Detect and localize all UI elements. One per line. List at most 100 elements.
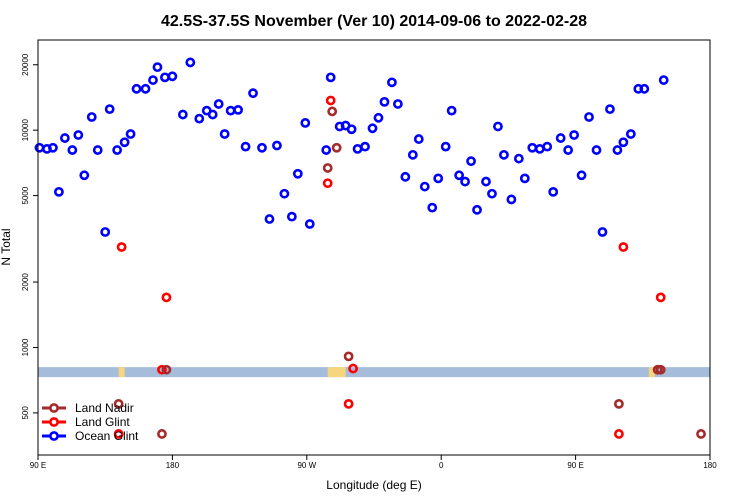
- ocean-glint-point: [487, 188, 497, 199]
- land-glint-point: [618, 242, 629, 252]
- ocean-glint-point: [219, 129, 230, 139]
- ocean-glint-point: [48, 142, 58, 153]
- land-nadir-point: [327, 106, 338, 117]
- ocean-glint-point: [555, 133, 566, 143]
- ocean-glint-point: [400, 171, 411, 182]
- y-axis-label: N Total: [0, 228, 13, 265]
- y-tick-label: 500: [21, 406, 30, 420]
- land-glint-point: [325, 95, 336, 106]
- ocean-glint-point: [325, 72, 336, 83]
- ocean-glint-point: [542, 141, 553, 152]
- land-glint-point: [322, 178, 333, 189]
- legend-label-ocean-glint: Ocean Glint: [75, 429, 139, 443]
- band-highlight: [327, 367, 346, 378]
- x-tick-label: 180: [703, 461, 717, 470]
- ocean-glint-point: [466, 156, 476, 167]
- ocean-glint-point: [446, 105, 457, 116]
- land-nadir-point: [655, 364, 666, 375]
- ocean-glint-point: [440, 141, 451, 152]
- ocean-glint-point: [79, 170, 90, 181]
- ocean-glint-point: [225, 105, 236, 116]
- ocean-glint-point: [104, 104, 115, 115]
- x-tick-label: 90 E: [30, 461, 46, 470]
- land-glint-point: [113, 429, 124, 439]
- land-glint-point: [157, 364, 167, 375]
- ocean-glint-point: [272, 140, 282, 151]
- y-tick-label: 5000: [21, 186, 30, 204]
- land-nadir-point: [157, 429, 167, 439]
- ocean-glint-point: [279, 188, 290, 199]
- ocean-glint-point: [499, 149, 509, 160]
- ocean-glint-point: [119, 137, 130, 148]
- ocean-glint-point: [513, 153, 524, 164]
- ocean-glint-point: [597, 227, 608, 237]
- ocean-glint-point: [152, 62, 163, 73]
- ocean-glint-point: [379, 96, 390, 107]
- y-tick-label: 20000: [21, 53, 30, 76]
- ocean-glint-point: [86, 112, 97, 122]
- ocean-glint-point: [125, 129, 136, 139]
- legend-marker-ocean-glint: [49, 431, 59, 441]
- ocean-glint-point: [304, 219, 315, 229]
- band-highlight: [648, 367, 655, 378]
- legend-marker-land-glint: [49, 417, 59, 427]
- ocean-glint-point: [73, 130, 84, 140]
- land-glint-point: [348, 363, 358, 374]
- land-glint-point: [116, 242, 127, 252]
- ocean-glint-point: [658, 75, 669, 85]
- ocean-glint-point: [472, 204, 482, 215]
- land-nadir-point: [696, 429, 706, 439]
- y-tick-label: 2000: [21, 273, 30, 291]
- ocean-glint-point: [352, 144, 363, 154]
- ocean-glint-point: [346, 124, 357, 135]
- ocean-glint-point: [625, 129, 636, 139]
- x-tick-label: 180: [166, 461, 180, 470]
- plot-frame: [37, 39, 711, 456]
- ocean-glint-point: [481, 176, 491, 187]
- ocean-glint-point: [534, 144, 545, 154]
- ocean-glint-point: [167, 71, 178, 82]
- ocean-glint-point: [112, 145, 123, 155]
- ocean-glint-point: [207, 109, 218, 120]
- chart-title: 42.5S-37.5S November (Ver 10) 2014-09-06…: [161, 13, 587, 30]
- ocean-glint-point: [373, 112, 384, 123]
- land-glint-point: [161, 292, 172, 303]
- ocean-glint-point: [59, 133, 70, 143]
- ocean-glint-point: [612, 145, 623, 155]
- ocean-glint-point: [527, 142, 538, 153]
- ocean-glint-point: [519, 173, 530, 184]
- ocean-glint-point: [185, 57, 196, 68]
- land-nadir-point: [322, 163, 333, 173]
- ocean-glint-point: [148, 75, 158, 85]
- x-axis: 90 E 180 90 W 0 90 E 180: [30, 455, 717, 470]
- ocean-glint-point: [194, 113, 205, 124]
- ocean-glint-point: [367, 123, 378, 134]
- ocean-glint-point: [392, 99, 403, 109]
- ocean-glint-point: [213, 99, 224, 109]
- ocean-glint-point: [54, 186, 64, 197]
- land-nadir-point: [161, 364, 172, 375]
- ocean-glint-point: [360, 141, 370, 152]
- y-axis: 500 1000 2000 5000 10000 20000: [21, 53, 38, 420]
- ocean-glint-point: [584, 112, 594, 122]
- ocean-glint-point: [264, 214, 275, 224]
- ocean-glint-point: [34, 142, 45, 153]
- ocean-glint-point: [140, 83, 151, 94]
- ocean-glint-point: [248, 88, 258, 99]
- ocean-glint-point: [257, 142, 267, 153]
- y-tick-label: 10000: [21, 119, 30, 142]
- ocean-glint-point: [100, 227, 111, 237]
- ocean-glint-point: [233, 104, 244, 115]
- ocean-glint-point: [563, 145, 574, 155]
- ocean-glint-point: [493, 121, 503, 132]
- ocean-glint-point: [407, 149, 418, 160]
- ocean-glint-point: [605, 104, 615, 115]
- ocean-glint-point: [131, 83, 142, 94]
- ocean-glint-point: [177, 109, 188, 120]
- legend-label-land-glint: Land Glint: [75, 415, 130, 429]
- x-tick-label: 90 W: [297, 461, 316, 470]
- ocean-glint-point: [292, 168, 303, 179]
- x-tick-label: 90 E: [567, 461, 583, 470]
- ocean-glint-point: [419, 181, 430, 192]
